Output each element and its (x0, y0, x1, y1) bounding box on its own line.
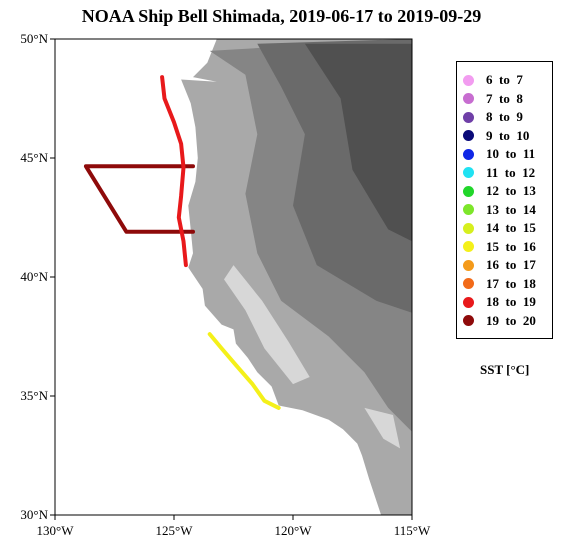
x-tick-label-3: 115°W (394, 523, 431, 538)
legend-swatch (463, 185, 474, 197)
legend-swatch (463, 241, 474, 252)
legend-item: 11 to 12 (463, 165, 535, 181)
central-valley (224, 265, 310, 385)
legend-item: 14 to 15 (463, 220, 536, 236)
legend-label: 10 to 11 (486, 146, 536, 161)
legend-label: 8 to 9 (486, 109, 523, 124)
legend-label: 17 to 18 (486, 275, 536, 291)
legend-item: 19 to 20 (463, 313, 536, 329)
ship-track (83, 75, 281, 410)
legend-swatch (463, 93, 474, 104)
axis-ticks: 130°W 125°W 120°W 115°W 50°N 45°N 40°N 35°N 30°N (20, 31, 431, 538)
map-title: NOAA Ship Bell Shimada, 2019-06-17 to 20… (81, 6, 482, 26)
legend-item: 6 to 7 (463, 72, 523, 88)
legend-item: 16 to 17 (463, 257, 536, 273)
legend-label: 14 to 15 (486, 220, 536, 235)
x-tick-label-2: 120°W (275, 523, 313, 538)
terrain-land (181, 39, 412, 515)
x-tick-label-1: 125°W (156, 523, 194, 538)
track-shelf-north (160, 75, 188, 268)
legend-item: 18 to 19 (463, 294, 536, 310)
legend-swatch (463, 74, 474, 86)
legend-label: 16 to 17 (486, 257, 536, 272)
legend-swatch (463, 315, 474, 326)
legend-label: 18 to 19 (486, 294, 536, 309)
legend-item: 12 to 13 (463, 183, 536, 199)
legend-label: 12 to 13 (486, 183, 536, 198)
track-shelf-central (207, 332, 281, 410)
y-tick-label-1: 45°N (20, 150, 48, 165)
legend-item: 17 to 18 (463, 276, 536, 292)
y-tick-label-0: 50°N (20, 31, 48, 46)
desert-basin (364, 407, 401, 449)
y-tick-label-4: 30°N (20, 507, 48, 522)
legend-swatch (463, 204, 474, 215)
track-offshore-line (83, 164, 195, 234)
legend-swatch (463, 259, 474, 271)
legend-item: 13 to 14 (463, 202, 536, 218)
legend-swatch (463, 296, 474, 308)
legend-label: 7 to 8 (486, 90, 523, 106)
legend-label: 19 to 20 (486, 312, 536, 328)
relief-band-3 (304, 43, 412, 242)
legend-label: 11 to 12 (486, 164, 536, 180)
legend-item: 10 to 11 (463, 146, 535, 162)
legend-item: 8 to 9 (463, 109, 523, 125)
legend-swatch (463, 148, 474, 160)
legend-label: 15 to 16 (486, 238, 536, 254)
legend-swatch (463, 167, 474, 178)
legend-item: 15 to 16 (463, 239, 536, 255)
legend-swatch (463, 278, 474, 289)
sst-legend: 6 to 7 7 to 8 8 to 9 9 to 10 10 to 11 11 to 1… (456, 61, 553, 339)
legend-item: 9 to 10 (463, 128, 529, 144)
legend-label: 6 to 7 (486, 72, 523, 87)
x-tick-label-0: 130°W (37, 523, 75, 538)
legend-swatch (463, 111, 474, 123)
legend-swatch (463, 222, 474, 234)
legend-label: 13 to 14 (486, 201, 536, 217)
legend-item: 7 to 8 (463, 91, 523, 107)
legend-label: 9 to 10 (486, 127, 530, 143)
legend-title: SST [°C] (480, 362, 530, 377)
legend-swatch (463, 130, 474, 141)
y-tick-label-2: 40°N (20, 269, 48, 284)
y-tick-label-3: 35°N (20, 388, 48, 403)
